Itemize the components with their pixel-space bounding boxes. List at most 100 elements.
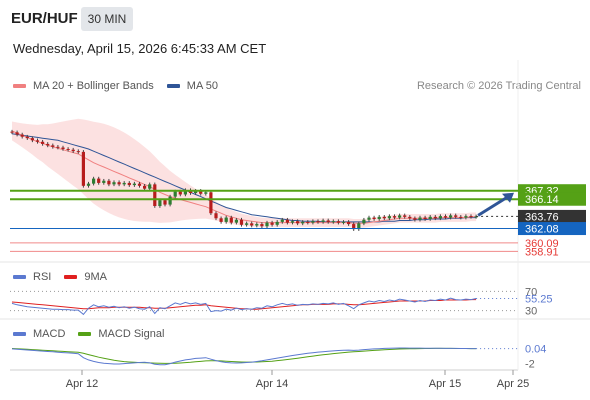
candle (229, 217, 233, 223)
level-label-358-91: 358.91 (525, 246, 559, 258)
candle (459, 216, 463, 218)
candle (239, 219, 244, 225)
candle (66, 148, 70, 150)
candle (372, 217, 376, 220)
candle (433, 216, 437, 219)
candle (438, 216, 442, 219)
candle (398, 215, 402, 218)
candle (336, 221, 340, 223)
candle (362, 219, 366, 224)
candle (173, 191, 177, 197)
candle (15, 132, 19, 135)
macd-legend: MACD MACD Signal (13, 328, 164, 340)
candle (122, 182, 126, 185)
candle (153, 184, 157, 207)
chart-datetime: Wednesday, April 15, 2026 6:45:33 AM CET (13, 41, 267, 56)
candle (331, 221, 335, 223)
legend-macd: MACD (33, 328, 66, 340)
x-tick-label-apr-12: Apr 12 (66, 378, 98, 390)
candle (464, 216, 468, 218)
candle (255, 224, 259, 226)
candle (127, 182, 131, 186)
candle (158, 200, 162, 207)
candle (341, 221, 346, 223)
candle (316, 221, 320, 223)
candle (469, 216, 473, 218)
legend-rsi: RSI (33, 271, 52, 283)
macd-swatch (13, 332, 26, 336)
candle (25, 136, 29, 139)
candle (387, 216, 391, 219)
candle (214, 213, 218, 219)
candle (46, 143, 50, 146)
candle (275, 221, 279, 225)
rsi-current-label: 55.25 (525, 293, 553, 305)
candle (224, 217, 228, 222)
candle (35, 140, 40, 142)
candle (270, 222, 274, 225)
bollinger-band (12, 118, 477, 228)
candle (357, 223, 361, 230)
candle (428, 216, 432, 220)
level-label-363-76: 363.76 (525, 211, 559, 223)
candle (219, 218, 223, 222)
level-label-362-08: 362.08 (525, 224, 559, 236)
level-tag (518, 209, 586, 223)
candle (265, 222, 269, 227)
candle (194, 190, 198, 194)
candle (183, 190, 187, 195)
candle (280, 219, 284, 222)
candle (137, 183, 142, 186)
candle (71, 149, 75, 152)
candle (454, 215, 458, 217)
legend-ma50: MA 50 (186, 80, 218, 92)
candle (56, 146, 60, 148)
candle (250, 223, 254, 226)
rsi-swatch (13, 275, 26, 279)
candle (112, 182, 116, 185)
macd-signal-line (11, 347, 477, 364)
macd-current-label: 0.04 (525, 344, 546, 356)
candle (117, 182, 121, 185)
candle (290, 221, 295, 223)
candle (418, 217, 422, 220)
candle (377, 216, 381, 220)
legend-rsi-ma: 9MA (84, 271, 107, 283)
candle (97, 178, 101, 183)
interval-button[interactable]: 30 MIN (81, 7, 133, 31)
level-tag (518, 222, 586, 236)
candle (163, 200, 167, 205)
rsi-legend: RSI 9MA (13, 271, 107, 283)
forecast-arrow (477, 195, 509, 217)
level-label-360-09: 360.09 (525, 238, 559, 250)
level-label-366-14: 366.14 (525, 194, 559, 206)
candle (61, 147, 65, 149)
candle (76, 151, 80, 153)
candle (352, 224, 356, 230)
candle (423, 217, 427, 220)
candle (20, 134, 24, 137)
candle (30, 138, 34, 141)
symbol-title: EUR/HUF (11, 10, 78, 27)
forecast-arrow-head (502, 192, 514, 203)
candle (10, 131, 14, 133)
candle (321, 220, 325, 222)
candle (326, 220, 330, 222)
candle (285, 219, 289, 223)
candle (367, 217, 371, 220)
candle (102, 180, 106, 183)
macd-line (11, 347, 477, 366)
candle (301, 221, 305, 224)
candle (443, 216, 448, 218)
candle (449, 215, 453, 218)
candle (178, 191, 182, 195)
rsi-line (11, 297, 477, 316)
candle (234, 219, 238, 223)
candle (392, 216, 397, 218)
candle (199, 190, 203, 194)
candle (204, 192, 208, 194)
macd-tick--2: -2 (525, 359, 535, 371)
candle (311, 221, 315, 223)
ma50-line (11, 133, 477, 223)
